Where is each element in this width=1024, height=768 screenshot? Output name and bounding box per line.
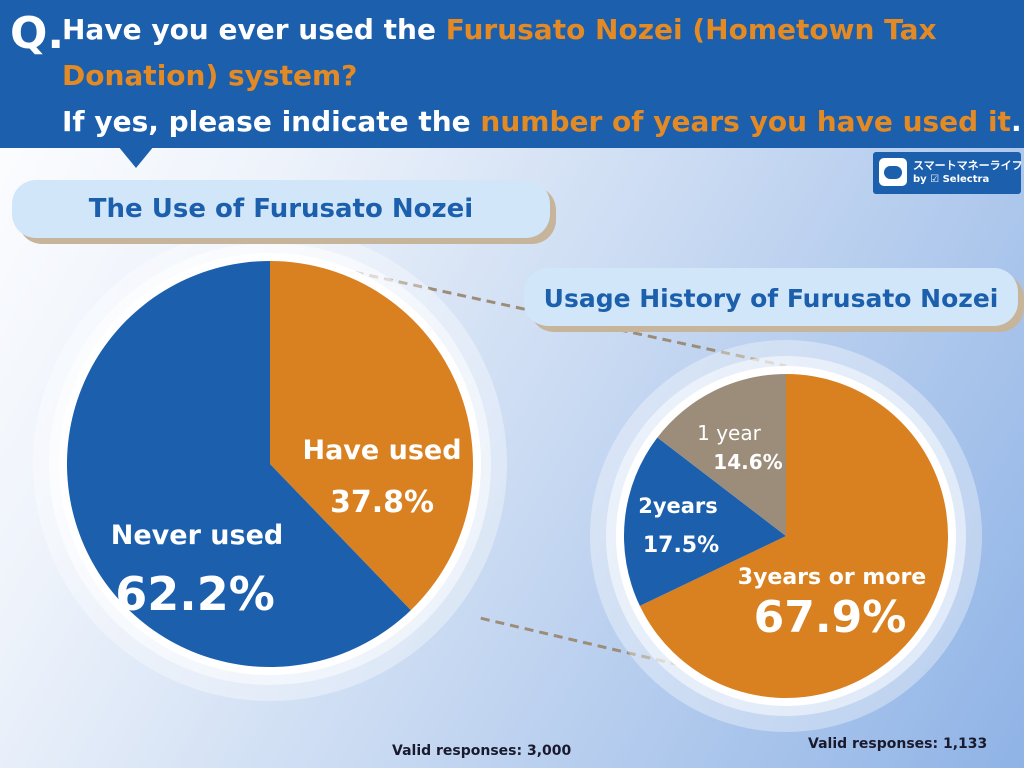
- slice-label-1-year: 1 year: [697, 421, 761, 445]
- slice-label-3years-or-more: 3years or more: [738, 565, 926, 590]
- question-highlight-1: Furusato Nozei (Hometown Tax: [445, 13, 937, 46]
- pie-slice-3years-or-more: [639, 374, 948, 698]
- brand-name: スマートマネーライフ: [913, 159, 1023, 172]
- slice-value-2years: 17.5%: [643, 533, 719, 558]
- footnote-valid-responses-2: Valid responses: 1,133: [808, 736, 988, 752]
- slice-label-have-used: Have used: [302, 435, 461, 466]
- brand-logo: スマートマネーライフ by ☑ Selectra: [873, 152, 1023, 194]
- slice-label-2years: 2years: [638, 494, 718, 518]
- footnote-valid-responses-1: Valid responses: 3,000: [392, 743, 572, 759]
- pie-chart-use: Have used 37.8% Never used 62.2%: [33, 227, 507, 701]
- slice-value-have-used: 37.8%: [330, 485, 434, 520]
- pie-slice-1-year: [657, 374, 786, 536]
- question-line-1: Have you ever used the Furusato Nozei (H…: [62, 8, 937, 52]
- slice-label-never-used: Never used: [111, 520, 283, 551]
- pie-slice-have-used: [270, 261, 473, 611]
- slice-value-3years-or-more: 67.9%: [754, 592, 907, 643]
- question-line-2: Donation) system?: [62, 54, 357, 98]
- pie-slice-never-used: [66, 260, 411, 667]
- question-text-1a: Have you ever used the: [62, 13, 446, 46]
- question-text-3c: .: [1010, 105, 1022, 138]
- question-highlight-2: Donation) system?: [62, 59, 358, 92]
- piggy-bank-icon: [879, 158, 907, 186]
- question-line-3: If yes, please indicate the number of ye…: [62, 100, 1022, 144]
- slice-value-1-year: 14.6%: [713, 450, 782, 474]
- question-mark-label: Q.: [10, 8, 65, 59]
- question-highlight-3: number of years you have used it: [480, 105, 1011, 138]
- slice-value-never-used: 62.2%: [115, 567, 275, 621]
- brand-by-line: by ☑ Selectra: [913, 174, 990, 185]
- question-text-3a: If yes, please indicate the: [62, 105, 481, 138]
- header-pointer: [118, 146, 154, 168]
- pie-slice-2years: [623, 437, 786, 606]
- question-header: Q. Have you ever used the Furusato Nozei…: [0, 0, 1024, 148]
- chart-title-history: Usage History of Furusato Nozei: [524, 268, 1018, 326]
- chart-title-use: The Use of Furusato Nozei: [12, 180, 550, 238]
